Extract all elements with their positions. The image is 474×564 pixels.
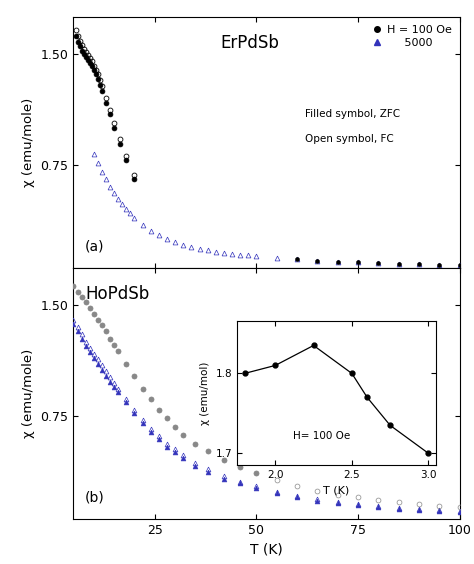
Text: (b): (b) (85, 490, 105, 504)
Legend: H = 100 Oe,      5000: H = 100 Oe, 5000 (371, 23, 454, 50)
Text: ErPdSb: ErPdSb (220, 34, 279, 52)
Y-axis label: χ (emu/mole): χ (emu/mole) (22, 349, 35, 438)
X-axis label: T (K): T (K) (250, 543, 283, 556)
Text: Filled symbol, ZFC: Filled symbol, ZFC (305, 109, 401, 120)
Text: (a): (a) (85, 239, 105, 253)
Text: H= 100 Oe: H= 100 Oe (293, 431, 350, 442)
Text: Open symbol, FC: Open symbol, FC (305, 134, 394, 144)
Y-axis label: χ (emu/mole): χ (emu/mole) (22, 98, 35, 187)
Y-axis label: χ (emu/mol): χ (emu/mol) (200, 362, 210, 425)
Text: HoPdSb: HoPdSb (85, 285, 149, 303)
X-axis label: T (K): T (K) (323, 486, 350, 496)
